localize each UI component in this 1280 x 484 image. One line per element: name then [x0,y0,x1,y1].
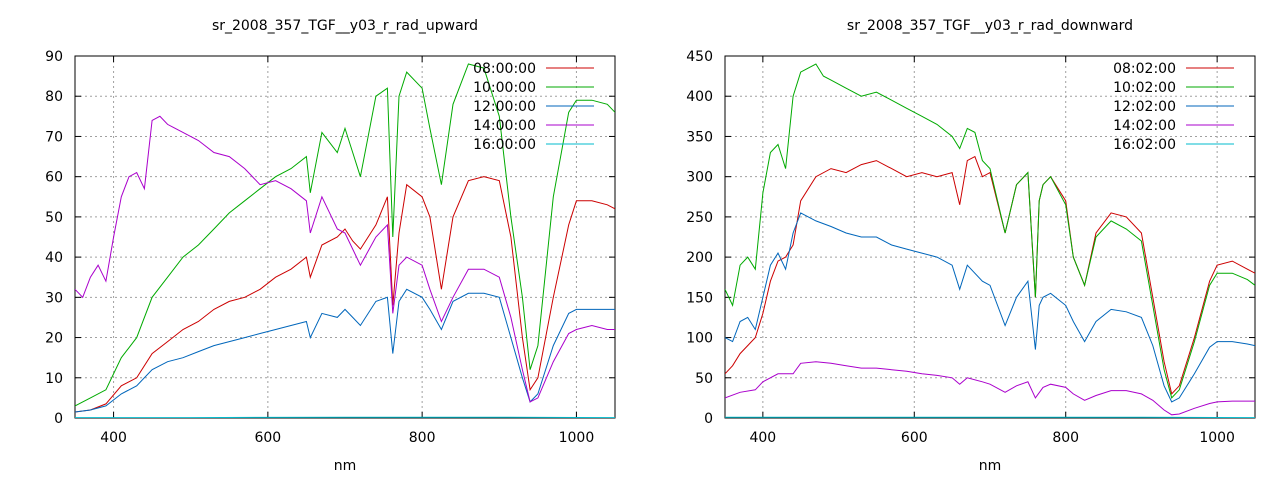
y-tick-label: 250 [686,210,713,226]
y-tick-label: 50 [695,371,713,387]
legend-label: 14:02:00 [1113,118,1176,134]
y-tick-label: 350 [686,129,713,145]
legend-label: 10:02:00 [1113,80,1176,96]
x-tick-label: 600 [901,430,928,446]
x-tick-label: 600 [254,430,281,446]
y-tick-label: 80 [45,89,63,105]
series-line-12-02-00 [725,213,1255,402]
chart-title: sr_2008_357_TGF__y03_r_rad_upward [212,18,478,34]
y-tick-label: 0 [54,411,63,427]
y-tick-label: 100 [686,331,713,347]
legend-label: 14:00:00 [473,118,536,134]
y-tick-label: 50 [45,210,63,226]
y-tick-label: 150 [686,290,713,306]
y-tick-label: 200 [686,250,713,266]
y-tick-label: 70 [45,129,63,145]
legend-label: 10:00:00 [473,80,536,96]
legend-label: 12:00:00 [473,99,536,115]
chart-title: sr_2008_357_TGF__y03_r_rad_downward [847,18,1133,34]
legend-label: 08:02:00 [1113,61,1176,77]
x-tick-label: 1000 [559,430,595,446]
y-tick-label: 0 [704,411,713,427]
series-line-10-00-00 [75,64,615,406]
x-tick-label: 800 [409,430,436,446]
legend-label: 16:02:00 [1113,137,1176,153]
y-tick-label: 30 [45,290,63,306]
y-tick-label: 300 [686,170,713,186]
x-tick-label: 400 [100,430,127,446]
x-tick-label: 800 [1052,430,1079,446]
y-tick-label: 60 [45,170,63,186]
legend-label: 08:00:00 [473,61,536,77]
x-axis-label: nm [979,458,1002,474]
x-tick-label: 1000 [1199,430,1235,446]
x-tick-label: 400 [749,430,776,446]
series-line-08-02-00 [725,157,1255,394]
y-tick-label: 40 [45,250,63,266]
chart-upward: 400 600 800 1000 0 10 20 30 40 50 60 70 80 90 sr_2008_… [45,18,615,474]
y-tick-label: 400 [686,89,713,105]
series-line-14-02-00 [725,362,1255,415]
legend-label: 16:00:00 [473,137,536,153]
y-tick-label: 20 [45,331,63,347]
y-tick-label: 90 [45,49,63,65]
chart-downward: 400 600 800 1000 0 50 100 150 200 250 300 350 400 450… [686,18,1255,474]
y-tick-label: 450 [686,49,713,65]
x-axis-label: nm [334,458,357,474]
series-line-08-00-00 [75,177,615,412]
y-tick-label: 10 [45,371,63,387]
legend-label: 12:02:00 [1113,99,1176,115]
